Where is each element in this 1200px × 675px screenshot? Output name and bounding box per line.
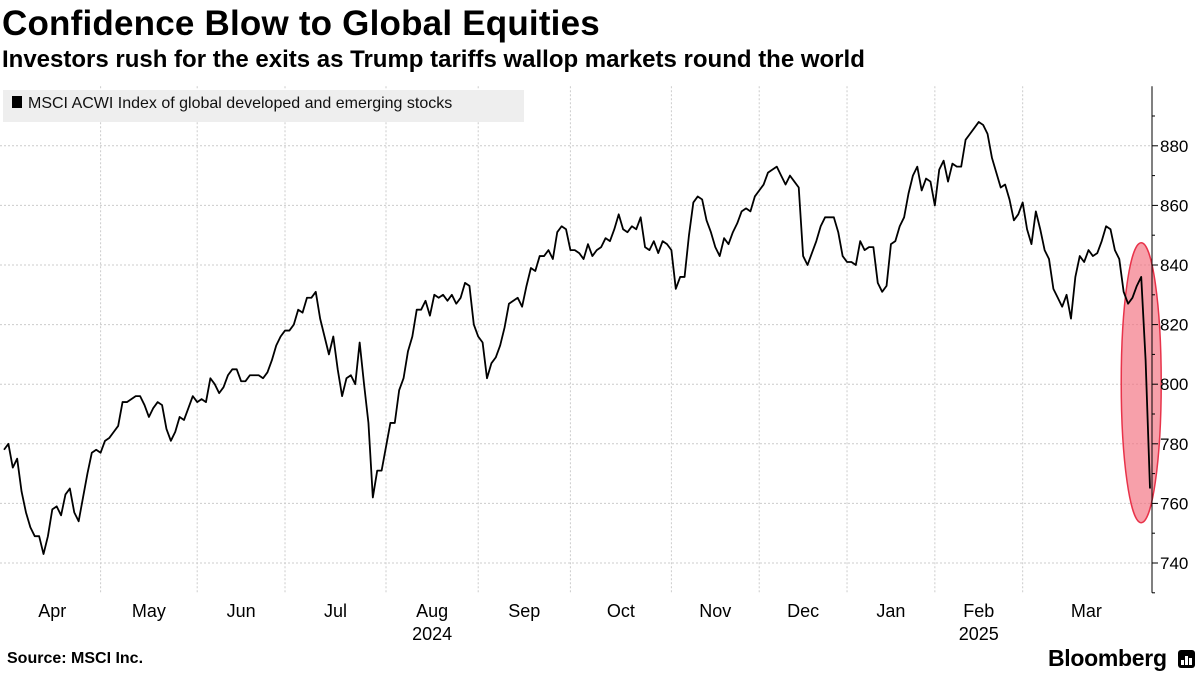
x-tick-label: May	[132, 601, 166, 621]
x-year-label: 2024	[412, 624, 452, 644]
x-tick-label: Mar	[1071, 601, 1102, 621]
x-tick-label: Apr	[38, 601, 66, 621]
gridlines	[0, 86, 1152, 593]
y-tick-label: 740	[1160, 554, 1188, 573]
y-tick-label: 800	[1160, 375, 1188, 394]
selloff-highlight	[1120, 241, 1162, 524]
series-layer	[3, 121, 1151, 555]
chart-title: Confidence Blow to Global Equities	[2, 4, 600, 43]
y-tick-label: 760	[1160, 494, 1188, 513]
bloomberg-logo: Bloomberg	[1048, 645, 1167, 671]
x-tick-label: Nov	[699, 601, 731, 621]
axis-layer: 740 760 780 800 820 840 860 880 Apr May Jun Jul Aug S…	[38, 86, 1188, 644]
y-tick-label: 880	[1160, 137, 1188, 156]
x-tick-label: Jun	[227, 601, 256, 621]
x-tick-label: Feb	[963, 601, 994, 621]
y-tick-label: 840	[1160, 256, 1188, 275]
y-tick-label: 780	[1160, 435, 1188, 454]
x-tick-label: Jan	[876, 601, 905, 621]
legend: MSCI ACWI Index of global developed and …	[3, 90, 524, 122]
legend-swatch	[12, 96, 22, 108]
x-tick-label: Dec	[787, 601, 819, 621]
x-year-label: 2025	[959, 624, 999, 644]
series-line-msci-acwi	[3, 121, 1151, 555]
legend-label: MSCI ACWI Index of global developed and …	[28, 95, 452, 112]
bloomberg-chart-icon	[1178, 650, 1195, 668]
x-tick-label: Oct	[607, 601, 635, 621]
legend-box	[3, 90, 524, 122]
x-tick-label: Jul	[324, 601, 347, 621]
source-note: Source: MSCI Inc.	[7, 650, 144, 667]
x-tick-label: Aug	[416, 601, 448, 621]
y-tick-label: 860	[1160, 196, 1188, 215]
y-tick-label: 820	[1160, 316, 1188, 335]
highlight-layer	[1120, 241, 1162, 524]
line-chart: MSCI ACWI Index of global developed and …	[0, 86, 1188, 644]
chart-subtitle: Investors rush for the exits as Trump ta…	[2, 46, 865, 73]
x-tick-label: Sep	[508, 601, 540, 621]
